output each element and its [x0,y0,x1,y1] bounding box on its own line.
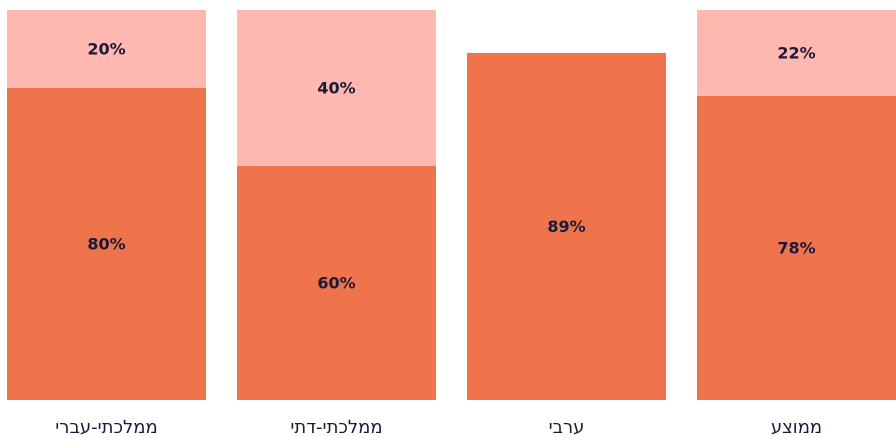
value-label: 89% [547,217,585,236]
value-label: 40% [317,79,355,98]
category-label: ממוצע [771,417,822,438]
value-label: 22% [777,43,815,62]
bar-segment [697,95,896,401]
category-label: ממלכתי-עברי [55,417,157,438]
value-label: 80% [87,235,125,254]
bar-segment [237,166,436,400]
category-label: ערבי [549,417,585,438]
value-label: 20% [87,40,125,59]
value-label: 60% [317,274,355,293]
bar-segment [7,10,206,88]
bar-segment [467,52,666,401]
value-label: 78% [777,238,815,257]
bar-segment [237,10,436,166]
category-label: ממלכתי-דתי [290,417,382,438]
bar-segment [7,88,206,400]
bar-segment [697,10,896,96]
